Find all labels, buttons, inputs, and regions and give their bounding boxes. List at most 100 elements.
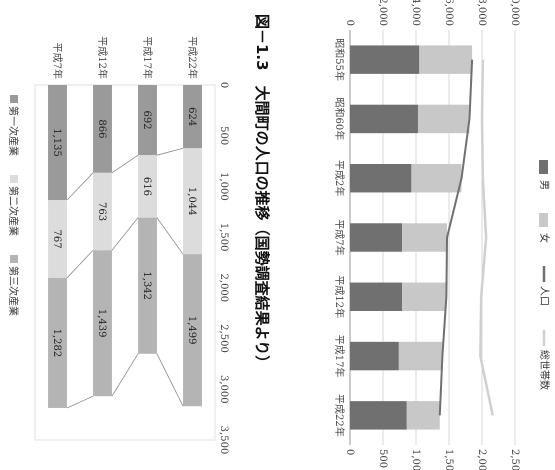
data-label: 767 <box>51 229 62 248</box>
category-label: 昭和60年 <box>333 98 346 141</box>
bar-female <box>411 163 462 193</box>
legend-swatch <box>10 175 18 183</box>
bar-segment <box>48 85 67 201</box>
plot-frame-b <box>34 84 216 441</box>
bar-male <box>349 104 418 134</box>
series-connector <box>111 353 139 397</box>
left-tick-label: 0 <box>344 20 355 26</box>
data-label: 624 <box>186 107 197 126</box>
data-label: 763 <box>96 202 107 221</box>
right-tick-label: 1,500 <box>443 449 454 470</box>
axis-tick-label: 1,000 <box>218 172 229 201</box>
category-label: 平成2年 <box>333 160 346 196</box>
bar-female <box>406 401 440 430</box>
bar-segment <box>183 85 202 149</box>
data-label: 1,044 <box>186 187 197 216</box>
bar-segment <box>138 155 157 218</box>
bar-segment <box>138 85 157 156</box>
data-label: 1,342 <box>141 271 152 300</box>
bar-segment <box>138 217 157 354</box>
legend-label: 第三次産業 <box>7 266 20 316</box>
series-connector <box>156 217 184 255</box>
left-tick-label: 8,000 <box>476 0 487 26</box>
category-label: 平成12年 <box>333 275 346 318</box>
data-label: 1,282 <box>51 329 62 358</box>
data-label: 1,499 <box>186 316 197 345</box>
legend-swatch <box>10 255 18 263</box>
legend-label: 第一次産業 <box>7 106 20 156</box>
right-tick-label: 1,000 <box>410 449 421 470</box>
axis-tick-label: 0 <box>218 82 229 88</box>
bar-female <box>402 223 448 252</box>
left-tick-label: 2,000 <box>377 0 388 26</box>
population-chart: 0 2,000 4,000 6,000 8,000 10,000 0 500 1,000 1,50… <box>333 0 551 470</box>
series-connector <box>66 172 94 201</box>
series-connector <box>156 353 184 407</box>
left-tick-label: 10,000 <box>509 0 520 26</box>
bar-male <box>350 45 420 74</box>
legend-swatch <box>539 213 548 227</box>
series-line-households <box>479 59 494 416</box>
bar-male <box>350 223 403 252</box>
axis-tick-label: 2,000 <box>218 274 229 303</box>
data-label: 616 <box>141 177 152 196</box>
bar-male <box>349 401 407 430</box>
right-tick-label: 2,500 <box>509 449 520 470</box>
bar-female <box>417 104 470 134</box>
legend-label: 総世帯数 <box>538 350 551 390</box>
bar-female <box>419 45 473 74</box>
right-tick-label: 2,000 <box>476 449 487 470</box>
bar-female <box>402 282 447 312</box>
bar-male <box>350 163 412 193</box>
series-connector <box>111 217 139 251</box>
category-label: 昭和55年 <box>333 38 346 81</box>
legend-label: 女 <box>538 233 551 243</box>
legend-swatch <box>10 95 18 103</box>
category-label: 平成7年 <box>333 219 346 255</box>
data-label: 1,135 <box>51 128 62 157</box>
data-label: 692 <box>141 111 152 130</box>
bar-segment <box>48 277 67 408</box>
bar-female <box>398 341 443 371</box>
bar-segment <box>183 148 202 255</box>
axis-tick-label: 3,500 <box>218 426 229 455</box>
bar-segment <box>93 172 112 251</box>
category-label: 平成17年 <box>333 335 346 378</box>
industry-chart: 0 500 1,000 1,500 2,000 2,500 3,000 3,500 624 1,0… <box>7 36 229 454</box>
category-label: 平成12年 <box>96 36 109 79</box>
left-tick-label: 6,000 <box>443 0 454 26</box>
bar-segment <box>93 85 112 173</box>
axis-tick-label: 2,500 <box>218 324 229 353</box>
bar-segment <box>183 254 202 407</box>
series-connector <box>156 147 184 156</box>
right-tick-label: 0 <box>344 449 355 455</box>
series-line-population <box>438 59 474 416</box>
legend-label: 男 <box>538 180 550 190</box>
data-label: 1,439 <box>96 309 107 338</box>
axis-tick-label: 1,500 <box>218 223 229 252</box>
right-tick-label: 500 <box>377 449 388 468</box>
series-connector <box>111 154 139 174</box>
category-label: 平成7年 <box>51 43 64 79</box>
figure-title-group: 図－1.3 大間町の人口の推移（国勢調査結果より） <box>253 14 271 370</box>
series-connector <box>66 249 94 279</box>
figure-title: 図－1.3 大間町の人口の推移（国勢調査結果より） <box>253 14 271 370</box>
category-label: 平成22年 <box>186 36 199 79</box>
left-tick-label: 4,000 <box>410 0 421 26</box>
legend-label: 第二次産業 <box>7 186 20 236</box>
category-label: 平成17年 <box>141 36 154 79</box>
bar-segment <box>48 200 67 278</box>
legend-swatch <box>539 160 548 174</box>
bar-segment <box>93 250 112 397</box>
data-label: 866 <box>96 119 107 138</box>
axis-tick-label: 500 <box>218 126 229 145</box>
axis-tick-label: 3,000 <box>218 375 229 404</box>
bar-male <box>349 341 399 371</box>
legend-label: 人口 <box>538 286 550 306</box>
bar-male <box>350 282 403 312</box>
series-connector <box>66 395 94 409</box>
category-label: 平成22年 <box>333 394 346 437</box>
